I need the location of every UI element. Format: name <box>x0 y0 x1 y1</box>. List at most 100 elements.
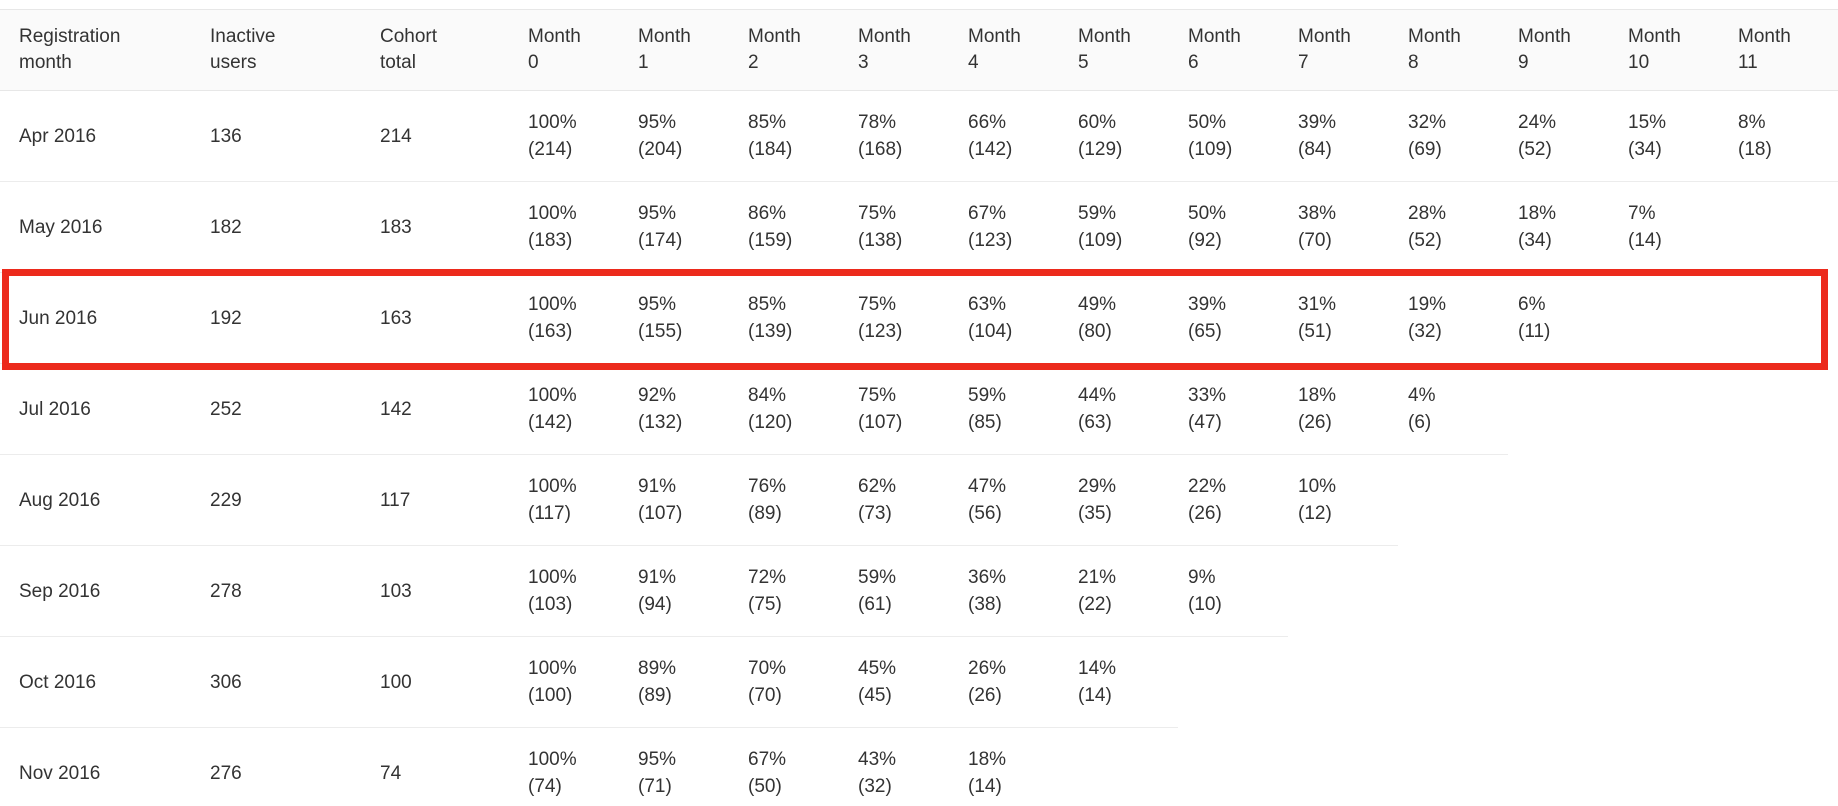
retention-count: (61) <box>858 594 892 615</box>
empty-cell <box>1398 636 1508 728</box>
retention-cell: 100% (74) <box>518 727 628 806</box>
retention-count: (26) <box>1298 412 1332 433</box>
retention-count: (52) <box>1408 230 1442 251</box>
retention-percent: 14% <box>1078 658 1117 679</box>
column-header: Month 9 <box>1508 9 1618 91</box>
inactive-users-cell: 229 <box>200 454 370 546</box>
column-header-line: Month <box>1188 26 1241 47</box>
retention-percent: 26% <box>968 658 1007 679</box>
retention-percent: 39% <box>1188 294 1227 315</box>
retention-cell: 62% (73) <box>848 454 958 546</box>
retention-cell: 85% (184) <box>738 90 848 182</box>
inactive-users-cell: 276 <box>200 727 370 806</box>
retention-percent: 31% <box>1298 294 1337 315</box>
column-header: Month 7 <box>1288 9 1398 91</box>
column-header-line: 6 <box>1188 52 1199 73</box>
retention-cell: 100% (100) <box>518 636 628 728</box>
empty-cell <box>1288 636 1398 728</box>
column-header-line: Month <box>1078 26 1131 47</box>
empty-cell <box>1288 545 1398 637</box>
retention-cell: 67% (50) <box>738 727 848 806</box>
retention-cell: 28% (52) <box>1398 181 1508 273</box>
retention-count: (174) <box>638 230 683 251</box>
retention-count: (75) <box>748 594 782 615</box>
empty-cell <box>1508 545 1618 637</box>
retention-percent: 29% <box>1078 476 1117 497</box>
empty-cell <box>1288 727 1398 806</box>
cohort-total-cell: 214 <box>370 90 518 182</box>
retention-count: (104) <box>968 321 1013 342</box>
retention-percent: 100% <box>528 749 577 770</box>
retention-cell: 8% (18) <box>1728 90 1838 182</box>
empty-cell <box>1618 545 1728 637</box>
column-header-line: 4 <box>968 52 979 73</box>
retention-cell: 9% (10) <box>1178 545 1288 637</box>
column-header-line: Month <box>1738 26 1791 47</box>
column-header-line: 7 <box>1298 52 1309 73</box>
retention-cell: 24% (52) <box>1508 90 1618 182</box>
retention-count: (12) <box>1298 503 1332 524</box>
retention-percent: 7% <box>1628 203 1656 224</box>
retention-count: (56) <box>968 503 1002 524</box>
retention-cell: 26% (26) <box>958 636 1068 728</box>
retention-percent: 28% <box>1408 203 1447 224</box>
column-header-line: Month <box>1518 26 1571 47</box>
retention-cell: 76% (89) <box>738 454 848 546</box>
retention-percent: 91% <box>638 567 677 588</box>
retention-cell: 50% (92) <box>1178 181 1288 273</box>
column-header-line: 0 <box>528 52 539 73</box>
retention-percent: 63% <box>968 294 1007 315</box>
retention-percent: 18% <box>968 749 1007 770</box>
retention-count: (71) <box>638 776 672 797</box>
retention-cell: 29% (35) <box>1068 454 1178 546</box>
retention-count: (214) <box>528 139 573 160</box>
retention-cell: 49% (80) <box>1068 272 1178 364</box>
retention-cell: 6% (11) <box>1508 272 1618 364</box>
cohort-total-cell: 74 <box>370 727 518 806</box>
column-header: Month 8 <box>1398 9 1508 91</box>
registration-month-cell: Jul 2016 <box>0 363 200 455</box>
registration-month-cell: Jun 2016 <box>0 272 200 364</box>
retention-percent: 89% <box>638 658 677 679</box>
cohort-total-cell: 100 <box>370 636 518 728</box>
column-header-line: 3 <box>858 52 869 73</box>
retention-cell: 95% (174) <box>628 181 738 273</box>
retention-count: (123) <box>968 230 1013 251</box>
retention-percent: 60% <box>1078 112 1117 133</box>
retention-count: (183) <box>528 230 573 251</box>
column-header: Month 4 <box>958 9 1068 91</box>
retention-percent: 21% <box>1078 567 1117 588</box>
retention-count: (18) <box>1738 139 1772 160</box>
retention-count: (142) <box>528 412 573 433</box>
retention-cell: 95% (71) <box>628 727 738 806</box>
retention-count: (45) <box>858 685 892 706</box>
retention-cell: 75% (123) <box>848 272 958 364</box>
retention-percent: 19% <box>1408 294 1447 315</box>
retention-cell: 21% (22) <box>1068 545 1178 637</box>
column-header-line: 1 <box>638 52 649 73</box>
retention-cell: 32% (69) <box>1398 90 1508 182</box>
retention-percent: 4% <box>1408 385 1436 406</box>
cohort-total-cell: 103 <box>370 545 518 637</box>
retention-percent: 59% <box>968 385 1007 406</box>
retention-count: (163) <box>528 321 573 342</box>
empty-cell <box>1728 454 1838 546</box>
retention-percent: 59% <box>1078 203 1117 224</box>
empty-cell <box>1728 727 1838 806</box>
inactive-users-cell: 278 <box>200 545 370 637</box>
retention-percent: 50% <box>1188 203 1227 224</box>
cohort-table: Registration month Inactive users Cohort tota… <box>0 9 1838 806</box>
retention-percent: 24% <box>1518 112 1557 133</box>
retention-percent: 47% <box>968 476 1007 497</box>
column-header: Month 3 <box>848 9 958 91</box>
retention-cell: 7% (14) <box>1618 181 1728 273</box>
retention-count: (120) <box>748 412 793 433</box>
retention-percent: 75% <box>858 203 897 224</box>
retention-count: (80) <box>1078 321 1112 342</box>
cohort-row: Nov 2016 276 74 100% (74) 95% (71) 67% (50) 43% (3… <box>0 727 1838 806</box>
retention-count: (74) <box>528 776 562 797</box>
empty-cell <box>1508 363 1618 455</box>
retention-count: (14) <box>1628 230 1662 251</box>
retention-count: (139) <box>748 321 793 342</box>
